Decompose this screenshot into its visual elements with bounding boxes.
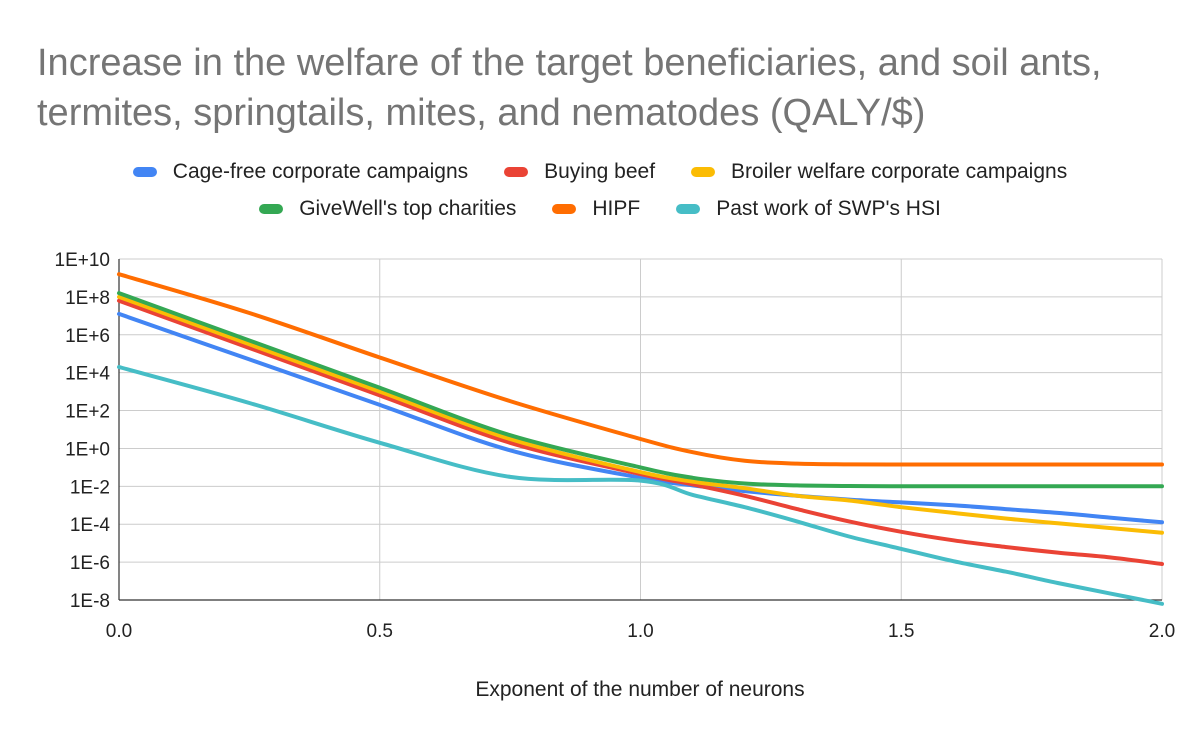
series-line-1 <box>117 298 1164 566</box>
y-tick-label: 1E-4 <box>70 515 111 536</box>
legend-swatch-givewell <box>259 204 284 214</box>
chart-title: Increase in the welfare of the target be… <box>37 42 1102 134</box>
y-tick-label: 1E+10 <box>55 250 110 271</box>
legend-item-broiler-welfare[interactable]: Broiler welfare corporate campaigns <box>691 160 1067 184</box>
legend-label-hipf: HIPF <box>592 197 641 220</box>
legend-swatch-swp-hsi <box>676 204 701 214</box>
legend-item-buying-beef[interactable]: Buying beef <box>504 160 655 184</box>
series-line-5 <box>117 365 1164 606</box>
legend-item-givewell[interactable]: GiveWell's top charities <box>259 197 516 221</box>
x-tick-label: 0.5 <box>367 621 393 642</box>
series-line-3 <box>117 291 1164 489</box>
legend-swatch-buying-beef <box>504 167 529 177</box>
x-axis-title: Exponent of the number of neurons <box>475 678 805 701</box>
series-line-4 <box>117 272 1164 467</box>
series-line-2 <box>117 294 1164 535</box>
legend-swatch-broiler-welfare <box>691 167 716 177</box>
x-tick-label: 0.0 <box>106 621 132 642</box>
y-tick-label: 1E+4 <box>65 364 110 385</box>
y-tick-label: 1E-8 <box>70 591 110 612</box>
legend-row-2: GiveWell's top charities HIPF Past work … <box>0 194 1200 224</box>
legend-item-hipf[interactable]: HIPF <box>552 197 640 221</box>
legend-label-cage-free: Cage-free corporate campaigns <box>172 160 469 183</box>
y-tick-label: 1E+6 <box>65 326 110 347</box>
legend-swatch-cage-free <box>132 167 157 177</box>
y-tick-label: 1E+2 <box>65 402 110 423</box>
legend-label-broiler-welfare: Broiler welfare corporate campaigns <box>731 160 1068 183</box>
y-tick-label: 1E+8 <box>65 288 110 309</box>
x-tick-label: 1.0 <box>627 621 653 642</box>
legend-label-givewell: GiveWell's top charities <box>299 197 517 220</box>
y-tick-label: 1E-6 <box>70 553 110 574</box>
series-line-0 <box>117 311 1164 525</box>
legend-item-cage-free[interactable]: Cage-free corporate campaigns <box>132 160 469 184</box>
legend-label-swp-hsi: Past work of SWP's HSI <box>716 197 941 220</box>
y-tick-label: 1E+0 <box>65 439 110 460</box>
y-tick-label: 1E-2 <box>70 477 110 498</box>
x-tick-label: 2.0 <box>1149 621 1175 642</box>
legend-label-buying-beef: Buying beef <box>544 160 656 183</box>
legend-row-1: Cage-free corporate campaigns Buying bee… <box>0 157 1200 187</box>
x-tick-label: 1.5 <box>888 621 914 642</box>
legend-item-swp-hsi[interactable]: Past work of SWP's HSI <box>676 197 941 221</box>
legend-swatch-hipf <box>552 204 577 214</box>
